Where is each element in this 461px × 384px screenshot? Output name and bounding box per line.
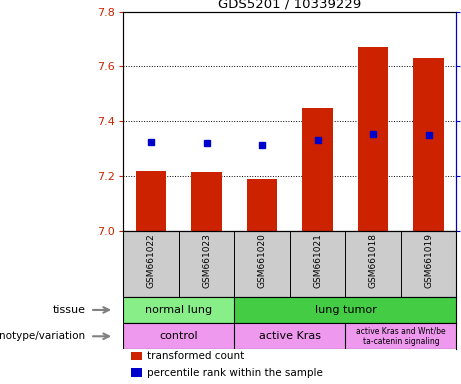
- Text: GSM661023: GSM661023: [202, 233, 211, 288]
- Bar: [235, 323, 345, 349]
- Text: lung tumor: lung tumor: [314, 305, 376, 315]
- Title: GDS5201 / 10339229: GDS5201 / 10339229: [219, 0, 361, 10]
- Text: percentile rank within the sample: percentile rank within the sample: [147, 368, 323, 378]
- Bar: [414, 58, 444, 231]
- Bar: [358, 47, 389, 231]
- Text: GSM661018: GSM661018: [369, 233, 378, 288]
- Bar: [235, 297, 456, 323]
- Text: GSM661020: GSM661020: [258, 233, 267, 288]
- Text: GSM661019: GSM661019: [424, 233, 433, 288]
- Text: transformed count: transformed count: [147, 351, 244, 361]
- Text: active Kras and Wnt/be
ta-catenin signaling: active Kras and Wnt/be ta-catenin signal…: [356, 326, 446, 346]
- Text: GSM661022: GSM661022: [147, 233, 156, 288]
- Text: tissue: tissue: [53, 305, 85, 315]
- Bar: [302, 108, 333, 231]
- Bar: [345, 323, 456, 349]
- Bar: [131, 369, 142, 377]
- Text: active Kras: active Kras: [259, 331, 321, 341]
- Text: genotype/variation: genotype/variation: [0, 331, 85, 341]
- Text: GSM661021: GSM661021: [313, 233, 322, 288]
- Bar: [131, 352, 142, 360]
- Text: control: control: [160, 331, 198, 341]
- Bar: [136, 170, 166, 231]
- Bar: [124, 297, 235, 323]
- Bar: [124, 323, 235, 349]
- Bar: [247, 179, 278, 231]
- Text: normal lung: normal lung: [145, 305, 213, 315]
- Bar: [191, 172, 222, 231]
